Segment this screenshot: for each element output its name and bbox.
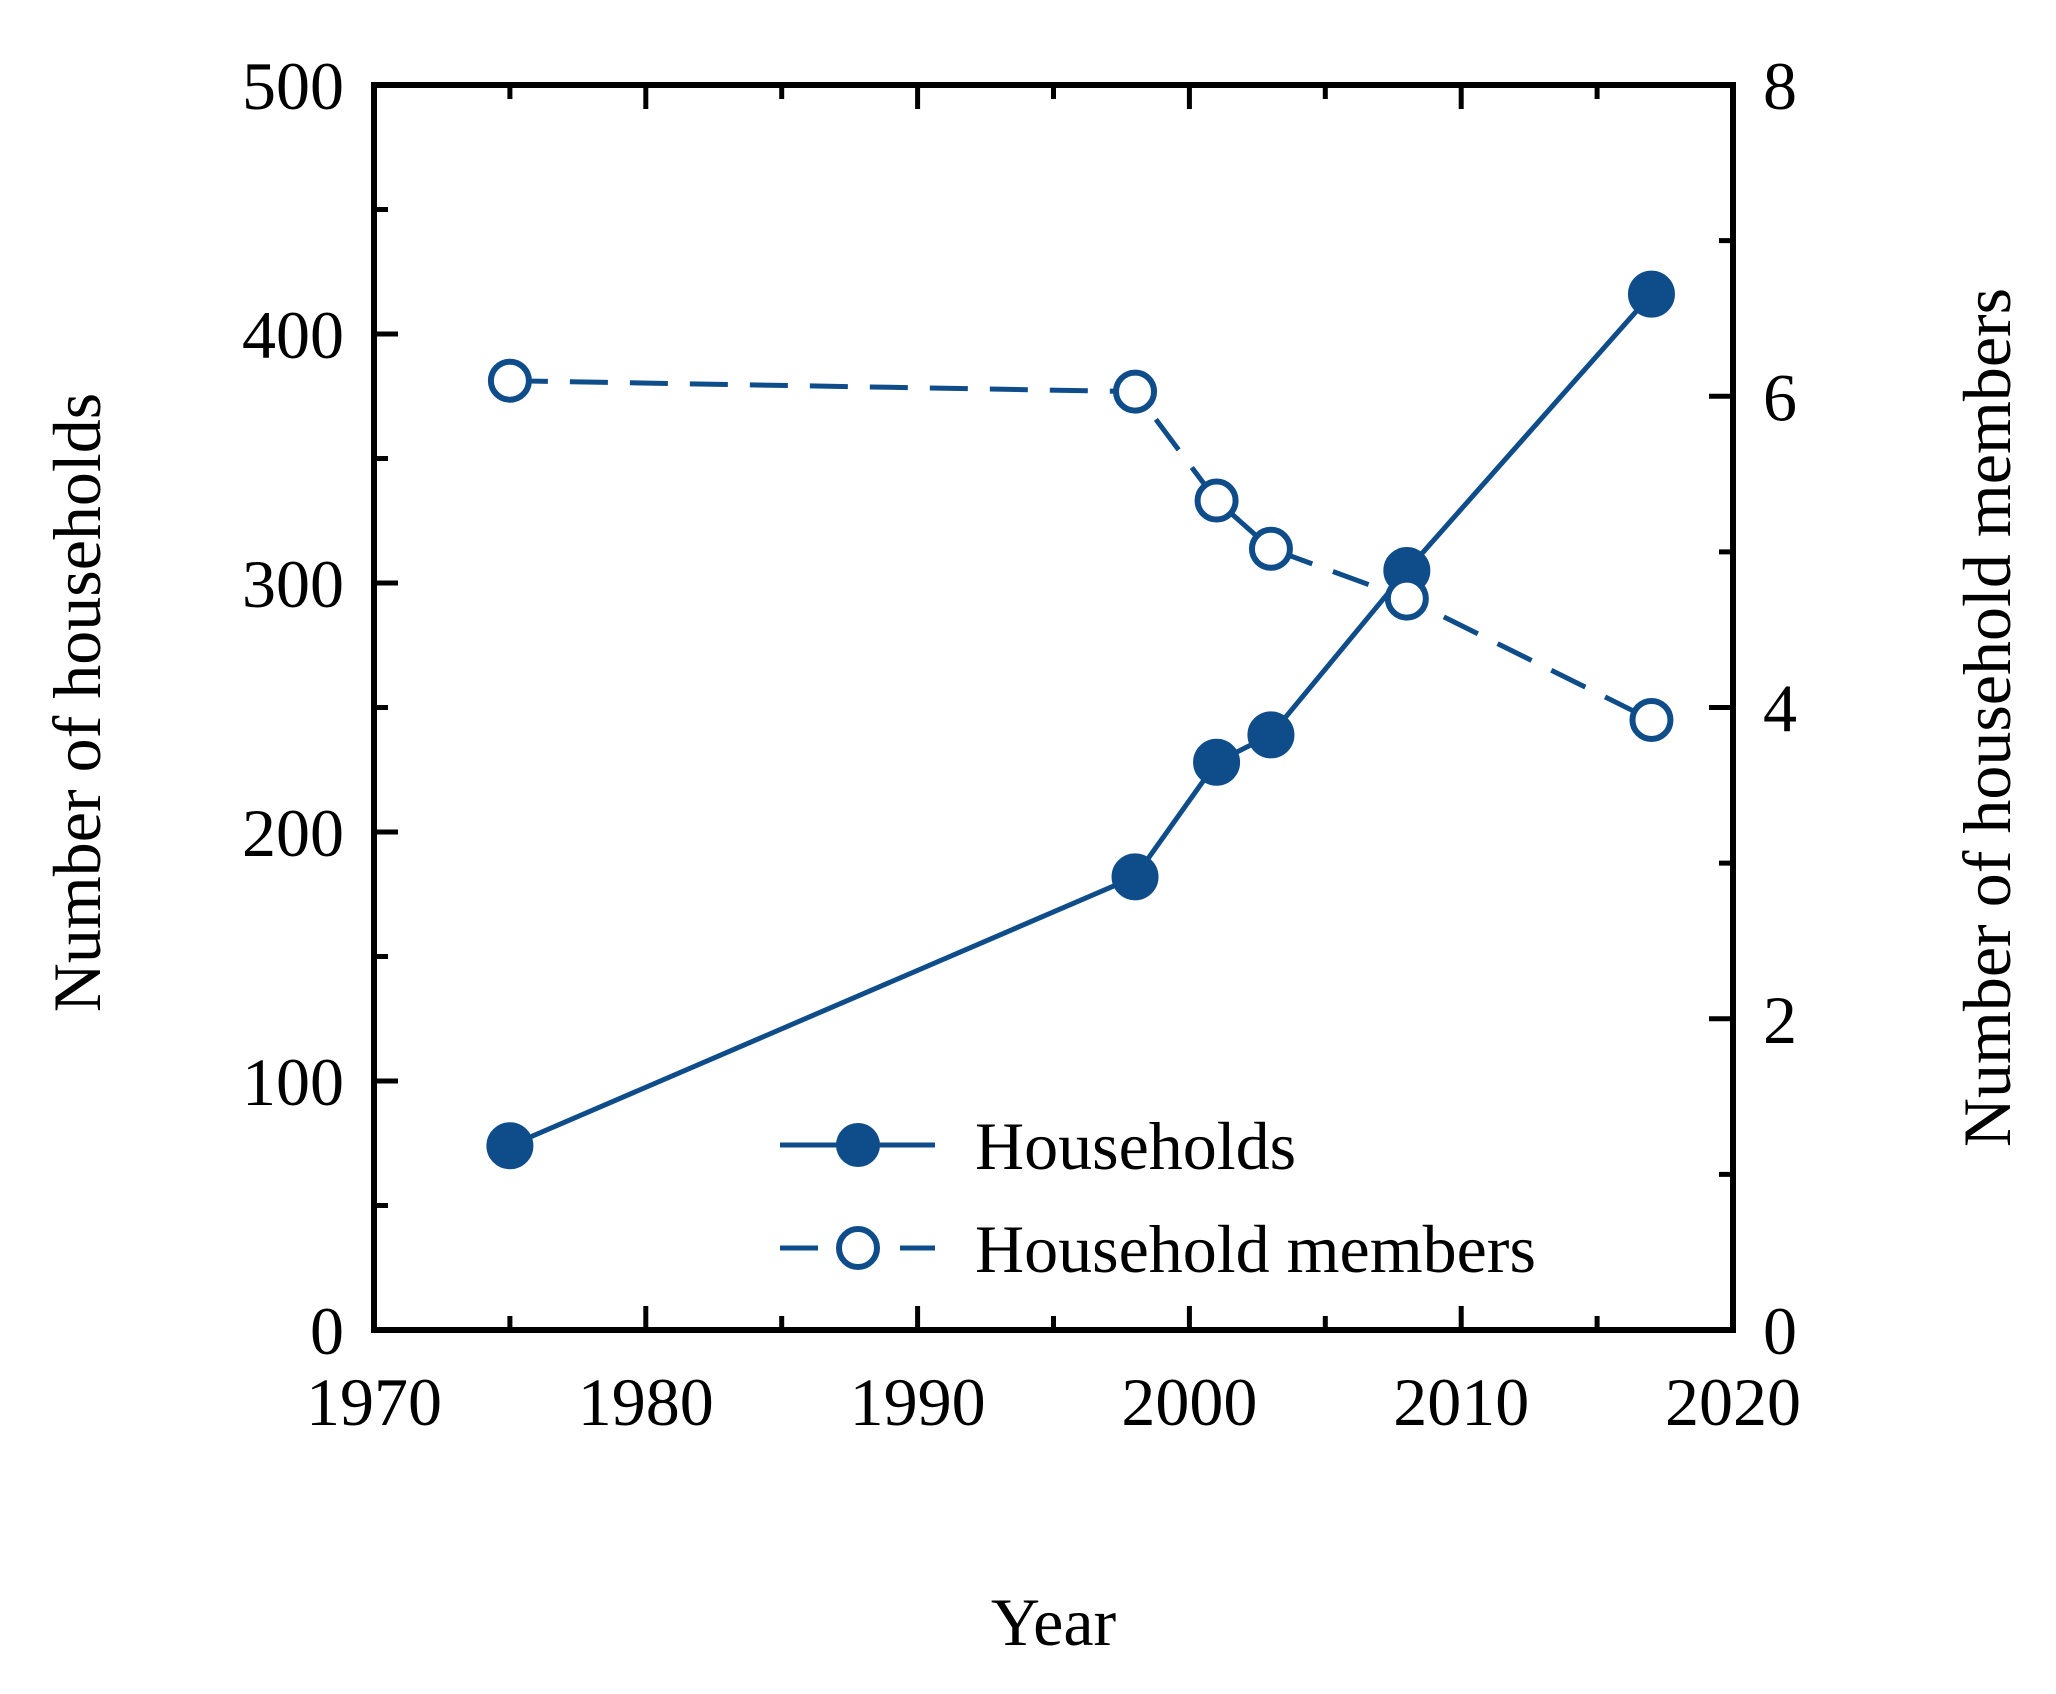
household-members-point	[1629, 697, 1674, 742]
x-tick-label: 2010	[1393, 1364, 1529, 1440]
series-line-0	[508, 292, 1654, 1149]
x-tick-label: 2000	[1121, 1364, 1257, 1440]
legend: Households Household members	[780, 1108, 1536, 1287]
y-axis-title: Number of households	[39, 393, 115, 1012]
households-point	[486, 1122, 534, 1170]
y-tick-label: 500	[242, 48, 344, 124]
legend-marker-households	[836, 1123, 880, 1167]
y-tick-label: 400	[242, 297, 344, 373]
legend-label: Households	[975, 1108, 1296, 1184]
x-tick-label: 2020	[1665, 1364, 1801, 1440]
y2-axis-title: Number of household members	[1949, 288, 2025, 1147]
legend-marker-household-members	[836, 1226, 880, 1270]
households-point	[1247, 711, 1295, 759]
household-members-point	[1384, 576, 1429, 621]
x-tick-label: 1980	[578, 1364, 714, 1440]
households-point	[1627, 270, 1675, 318]
households-point	[1193, 738, 1241, 786]
series-group	[486, 270, 1675, 1170]
x-tick-label: 1990	[850, 1364, 986, 1440]
household-members-point	[1248, 526, 1293, 571]
y-tick-label: 300	[242, 546, 344, 622]
y2-tick-label: 6	[1763, 359, 1797, 435]
legend-label: Household members	[975, 1211, 1536, 1287]
households-point	[1111, 853, 1159, 901]
y2-tick-label: 2	[1763, 982, 1797, 1058]
household-members-point	[487, 358, 532, 403]
x-tick-label: 1970	[306, 1364, 442, 1440]
household-members-point	[1194, 478, 1239, 523]
series-line-1	[509, 378, 1653, 723]
y2-tick-label: 8	[1763, 48, 1797, 124]
y2-tick-label: 4	[1763, 671, 1797, 747]
y-tick-label: 100	[242, 1044, 344, 1120]
axes-group: 1970 1980 1990 2000 2010 20200100200300400500…	[39, 48, 2025, 1660]
y2-tick-label: 0	[1763, 1293, 1797, 1369]
y-tick-label: 0	[310, 1293, 344, 1369]
x-axis-title: Year	[991, 1584, 1117, 1660]
household-members-point	[1113, 369, 1158, 414]
y-tick-label: 200	[242, 795, 344, 871]
